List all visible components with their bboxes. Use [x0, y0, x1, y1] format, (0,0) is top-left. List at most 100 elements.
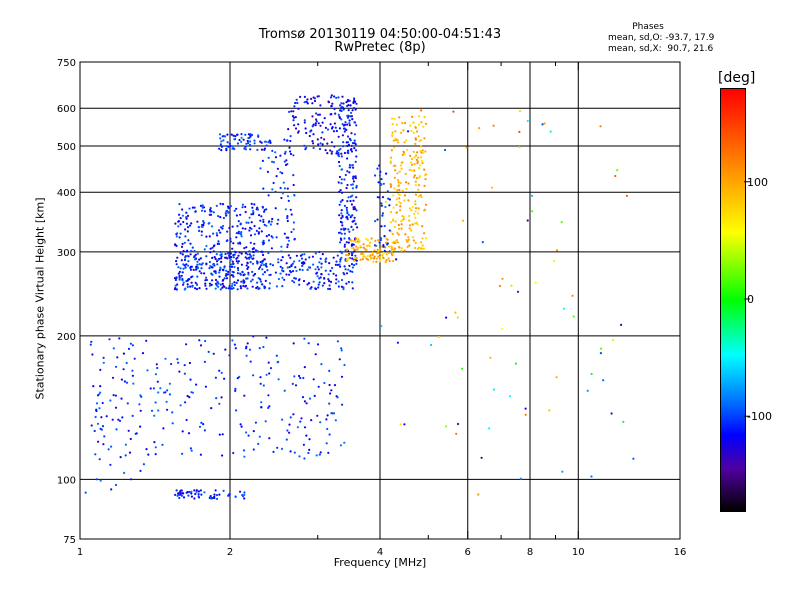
data-point [361, 258, 364, 261]
data-point [235, 232, 238, 235]
data-point [179, 493, 182, 496]
data-point [339, 265, 342, 268]
data-point [510, 284, 513, 287]
data-point [375, 257, 378, 260]
data-point [518, 110, 522, 113]
data-point [235, 409, 238, 412]
data-point [249, 226, 252, 229]
data-point [362, 246, 365, 249]
data-point [408, 168, 411, 171]
data-point [265, 265, 268, 268]
data-point [283, 160, 286, 163]
data-point [412, 236, 415, 239]
data-point [228, 142, 231, 145]
data-point [277, 258, 280, 261]
data-point [560, 221, 563, 224]
data-point [346, 170, 349, 173]
data-point [326, 414, 329, 417]
data-point [319, 257, 322, 260]
data-point [178, 236, 181, 239]
data-point [247, 133, 250, 136]
data-point [326, 427, 329, 431]
data-point [345, 282, 348, 285]
data-point [123, 471, 126, 474]
chart-title: Tromsø 20130119 04:50:00-04:51:43 [258, 27, 502, 42]
data-point [386, 243, 389, 246]
data-point [285, 438, 288, 441]
data-point [231, 145, 234, 148]
data-point [340, 191, 344, 194]
data-point [139, 425, 142, 428]
data-point [378, 174, 381, 177]
data-point [300, 257, 304, 260]
colorbar-tick-label: -100 [747, 410, 772, 423]
data-point [202, 223, 205, 227]
data-point [393, 187, 396, 190]
data-point [319, 124, 322, 127]
data-point [351, 266, 354, 269]
data-point [243, 394, 246, 397]
data-point [276, 446, 279, 449]
data-point [179, 217, 182, 220]
data-point [235, 214, 238, 217]
data-point [399, 182, 402, 185]
data-point [288, 146, 291, 149]
data-point [324, 149, 327, 152]
data-point [175, 489, 178, 492]
data-point [420, 151, 423, 154]
data-point [381, 196, 385, 199]
data-point [128, 451, 132, 454]
data-point [305, 434, 308, 437]
data-point [391, 248, 394, 251]
data-point [309, 130, 312, 133]
data-point [350, 246, 353, 249]
data-point [478, 127, 481, 130]
data-point [168, 393, 171, 396]
data-point [359, 244, 362, 248]
data-point [355, 196, 358, 199]
data-point [339, 104, 342, 107]
data-point [230, 284, 234, 288]
data-point [359, 258, 362, 261]
data-point [260, 406, 263, 409]
data-point [222, 269, 225, 272]
data-point [392, 259, 395, 263]
data-point [492, 124, 495, 127]
data-point [215, 494, 219, 497]
data-point [309, 287, 312, 290]
data-point [336, 340, 339, 343]
data-point [353, 99, 356, 102]
data-point [395, 239, 398, 242]
data-point [230, 133, 233, 136]
data-point [416, 223, 419, 226]
data-point [260, 401, 263, 404]
data-point [377, 181, 380, 184]
data-point [209, 251, 212, 254]
data-point [369, 255, 372, 258]
data-point [330, 94, 333, 97]
data-point [395, 258, 398, 261]
data-point [226, 133, 229, 136]
data-point [352, 166, 355, 169]
data-point [281, 256, 284, 259]
data-point [277, 218, 280, 221]
data-point [281, 192, 284, 195]
data-point [410, 209, 413, 212]
data-point [157, 391, 160, 394]
data-point [280, 250, 283, 253]
data-point [124, 443, 127, 446]
data-point [239, 423, 242, 426]
data-point [260, 264, 263, 267]
data-point [253, 203, 256, 206]
data-point [419, 164, 422, 167]
colorbar-tick-label: 100 [747, 176, 768, 189]
data-point [421, 159, 424, 162]
data-point [389, 160, 392, 163]
data-point [182, 250, 185, 253]
data-point [351, 281, 354, 284]
data-point [228, 226, 231, 230]
data-point [228, 265, 232, 268]
data-point [424, 203, 428, 206]
data-point [231, 247, 234, 250]
data-point [414, 142, 417, 145]
